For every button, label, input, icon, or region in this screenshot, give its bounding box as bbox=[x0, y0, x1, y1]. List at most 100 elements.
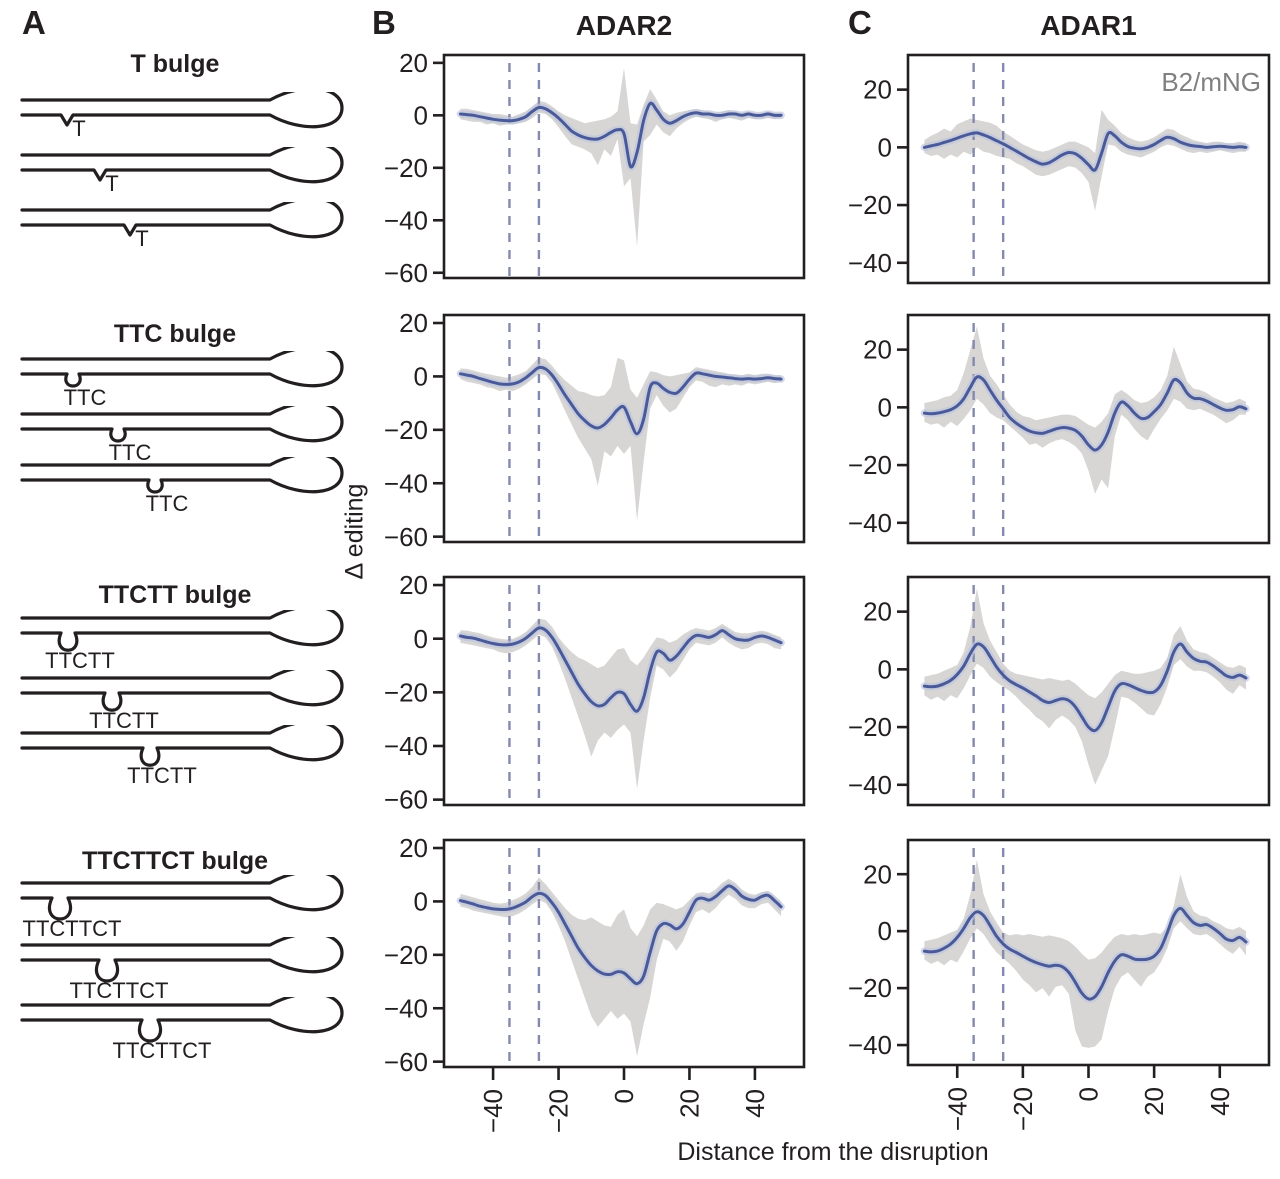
mean-line bbox=[458, 884, 783, 986]
y-tick-label: 0 bbox=[878, 132, 892, 162]
hairpin-stem-loop bbox=[20, 452, 344, 494]
hairpin-diagram: TTCTT bbox=[20, 720, 345, 801]
hairpin-stem-loop bbox=[20, 665, 344, 712]
confidence-band bbox=[460, 877, 782, 1057]
mean-line bbox=[922, 906, 1248, 1001]
hairpin-stem-loop bbox=[20, 87, 344, 129]
x-tick-label: 40 bbox=[740, 1089, 770, 1118]
mean-line bbox=[922, 642, 1248, 733]
hairpin-stem-loop bbox=[20, 605, 344, 652]
mean-line bbox=[458, 101, 783, 169]
confidence-band bbox=[924, 859, 1246, 1048]
x-tick-label: −40 bbox=[478, 1089, 508, 1133]
adar2-title: ADAR2 bbox=[575, 10, 673, 41]
hairpin-stem-loop bbox=[20, 401, 344, 443]
y-tick-label: −20 bbox=[848, 973, 892, 1003]
hairpin-stem-loop bbox=[20, 992, 344, 1043]
bulge-sequence-label: TTC bbox=[146, 491, 189, 516]
y-tick-label: −40 bbox=[848, 1030, 892, 1060]
x-axis-label: Distance from the disruption bbox=[677, 1138, 989, 1166]
y-tick-label: −40 bbox=[848, 770, 892, 800]
chart-adar2-t: 20 0 −20 −40 −60 bbox=[380, 41, 816, 297]
x-tick-label: −20 bbox=[1008, 1087, 1038, 1131]
mean-line bbox=[458, 626, 783, 713]
y-tick-label: −20 bbox=[848, 450, 892, 480]
hairpin-stem-loop bbox=[20, 197, 344, 239]
bulge-sequence-label: TTCTTCT bbox=[23, 916, 122, 941]
x-tick-label: 0 bbox=[1074, 1087, 1104, 1101]
bulge-sequence-label: TTCTTCT bbox=[113, 1038, 212, 1063]
adar1-title: ADAR1 bbox=[1040, 10, 1137, 41]
group-title-ttctt: TTCTT bulge bbox=[98, 581, 252, 609]
chart-adar1-t: 20 0 −20 −40 B2/mNG bbox=[844, 41, 1280, 302]
chart-adar1-ttctt: 20 0 −20 −40 bbox=[844, 563, 1280, 824]
y-tick-label: 20 bbox=[399, 48, 428, 78]
mean-line bbox=[922, 375, 1248, 452]
x-tick-label: −20 bbox=[544, 1089, 574, 1133]
y-axis-label: Δ editing bbox=[340, 483, 369, 580]
plot-box bbox=[442, 575, 806, 807]
y-tick-label: −40 bbox=[384, 993, 428, 1023]
chart-adar2-ttcttct: 20 0 −20 −40 −60 −40 −20 0 20 40 bbox=[380, 826, 816, 1157]
hairpin-diagram: T bbox=[20, 197, 345, 278]
group-title-ttcttct: TTCTTCT bulge bbox=[81, 847, 269, 875]
y-tick-label: −40 bbox=[384, 468, 428, 498]
plot-box bbox=[906, 575, 1271, 807]
y-tick-label: 0 bbox=[414, 362, 428, 392]
y-tick-label: −20 bbox=[384, 153, 428, 183]
plot-box bbox=[906, 313, 1271, 545]
bulge-sequence-label: T bbox=[105, 171, 118, 196]
panel-c-letter: C bbox=[848, 4, 872, 41]
y-tick-label: −20 bbox=[384, 677, 428, 707]
bulge-sequence-label: TTCTT bbox=[89, 708, 159, 733]
y-tick-label: −60 bbox=[384, 785, 428, 815]
y-tick-label: −20 bbox=[848, 190, 892, 220]
confidence-band bbox=[924, 326, 1246, 494]
y-tick-label: −40 bbox=[384, 731, 428, 761]
plot-box bbox=[906, 53, 1271, 285]
confidence-band bbox=[460, 618, 782, 789]
hairpin-stem-loop bbox=[20, 720, 344, 767]
x-tick-label: 40 bbox=[1205, 1087, 1235, 1116]
y-tick-label: −20 bbox=[848, 712, 892, 742]
y-tick-label: −40 bbox=[848, 508, 892, 538]
mean-line bbox=[458, 365, 783, 436]
hairpin-stem-loop bbox=[20, 142, 344, 184]
construct-annotation: B2/mNG bbox=[1161, 67, 1261, 97]
chart-adar2-ttctt: 20 0 −20 −40 −60 bbox=[380, 563, 816, 824]
chart-adar1-ttc: 20 0 −20 −40 bbox=[844, 301, 1280, 562]
bulge-sequence-label: TTCTT bbox=[45, 648, 115, 673]
plot-box bbox=[442, 53, 806, 280]
y-tick-label: 0 bbox=[414, 624, 428, 654]
y-tick-label: 20 bbox=[399, 308, 428, 338]
y-tick-label: 20 bbox=[863, 75, 892, 105]
y-tick-label: 20 bbox=[863, 597, 892, 627]
y-tick-label: 20 bbox=[863, 859, 892, 889]
confidence-band bbox=[924, 588, 1246, 785]
group-title-t: T bulge bbox=[130, 50, 220, 78]
y-tick-label: −40 bbox=[848, 248, 892, 278]
bulge-sequence-label: TTC bbox=[109, 440, 152, 465]
chart-adar2-ttc: 20 0 −20 −40 −60 bbox=[380, 301, 816, 561]
y-tick-label: −20 bbox=[384, 415, 428, 445]
x-tick-label: 20 bbox=[675, 1089, 705, 1118]
x-tick-label: 0 bbox=[609, 1089, 639, 1103]
chart-adar1-ttcttct: 20 0 −20 −40 −40 −20 0 20 40 bbox=[844, 826, 1280, 1155]
y-tick-label: 20 bbox=[863, 335, 892, 365]
y-tick-label: 0 bbox=[878, 654, 892, 684]
hairpin-stem-loop bbox=[20, 932, 344, 983]
y-tick-label: 0 bbox=[878, 392, 892, 422]
mean-line bbox=[922, 130, 1248, 172]
x-tick-label: 20 bbox=[1139, 1087, 1169, 1116]
bulge-sequence-label: TTCTT bbox=[127, 763, 197, 788]
plot-box bbox=[442, 313, 806, 544]
confidence-band bbox=[460, 357, 782, 521]
bulge-sequence-label: T bbox=[72, 116, 85, 141]
bulge-sequence-label: TTC bbox=[64, 385, 107, 410]
hairpin-stem-loop bbox=[20, 346, 344, 388]
hairpin-diagram: TTCTTCT bbox=[20, 992, 345, 1073]
hairpin-stem-loop bbox=[20, 870, 344, 921]
y-tick-label: 0 bbox=[414, 100, 428, 130]
y-tick-label: −60 bbox=[384, 522, 428, 552]
